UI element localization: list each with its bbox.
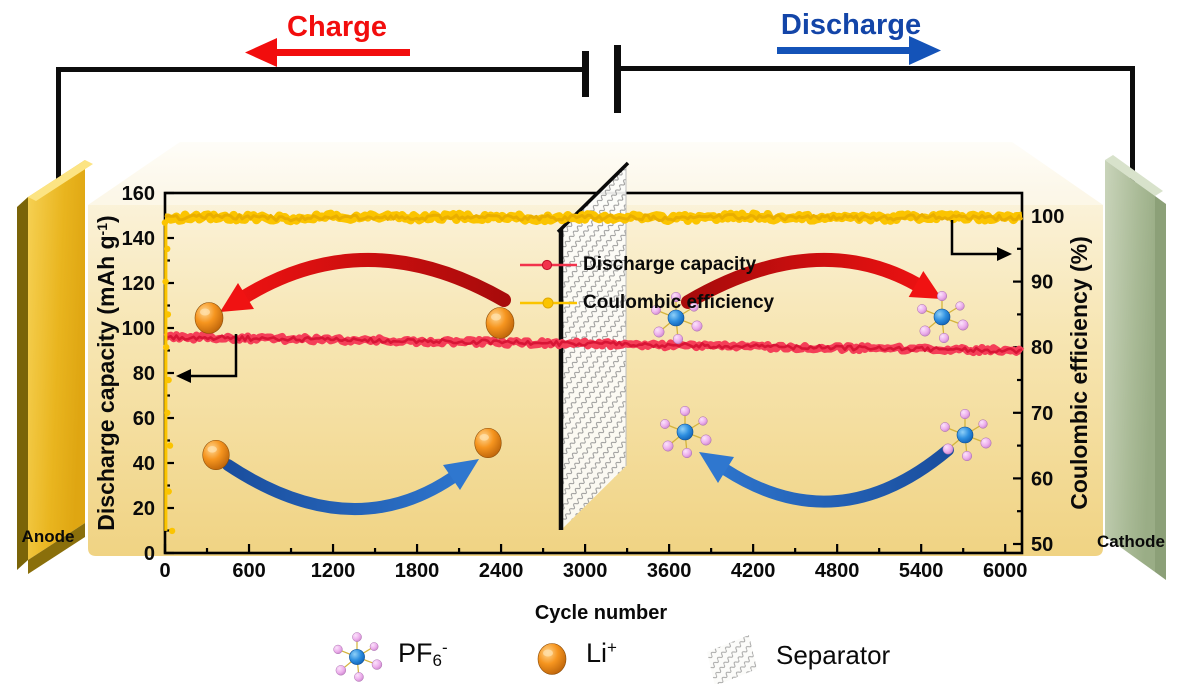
y-left-tick-label: 140 xyxy=(122,228,155,250)
legend-item-discharge-capacity: Discharge capacity xyxy=(583,254,757,275)
chart-series-layer: 0 600 1200 1800 2400 3000 3600 4200 4800 5400 6000… xyxy=(122,183,1065,582)
charge-li-arrow xyxy=(239,253,511,307)
left-axis-title: Discharge capacity (mAh g-1) xyxy=(93,173,121,573)
li-charge: + xyxy=(607,638,617,657)
discharge-arrow-icon xyxy=(777,36,941,65)
y-left-tick-label: 0 xyxy=(144,543,155,565)
discharge-pf6-arrow xyxy=(720,444,954,508)
x-tick-label: 1200 xyxy=(311,560,356,582)
ce-scatter-dot xyxy=(162,278,169,285)
li-legend-label: Li+ xyxy=(586,638,617,669)
x-axis-title: Cycle number xyxy=(534,602,668,624)
anode-label: Anode xyxy=(21,527,75,546)
y-left-tick-label: 80 xyxy=(133,363,155,385)
migration-arrows xyxy=(220,252,954,515)
discharge-capacity-marker xyxy=(541,259,553,271)
separator-legend-label: Separator xyxy=(776,640,891,670)
cathode-plate xyxy=(1105,155,1166,580)
x-tick-label: 4200 xyxy=(731,560,776,582)
x-tick-label: 0 xyxy=(159,560,170,582)
x-tick-label: 6000 xyxy=(983,560,1028,582)
li-ion xyxy=(202,439,230,471)
battery-long-plate xyxy=(614,45,621,113)
ce-scatter-dot xyxy=(168,527,176,535)
pf6-subscript: 6 xyxy=(432,651,442,670)
legend-item-coulombic-efficiency: Coulombic efficiency xyxy=(583,292,775,313)
li-ion xyxy=(194,302,224,334)
charge-pf6-arrow xyxy=(681,252,923,309)
discharge-label: Discharge xyxy=(780,9,922,41)
right-axis-title: Coulombic efficiency (%) xyxy=(1066,236,1092,510)
pf6-symbol: PF xyxy=(398,638,433,668)
x-tick-label: 5400 xyxy=(899,560,944,582)
ce-scatter-dot xyxy=(164,311,172,318)
bottom-legend-icons xyxy=(333,631,757,684)
y-right-tick-label: 60 xyxy=(1031,468,1053,490)
wire-right-horizontal xyxy=(619,66,1132,71)
x-tick-label: 1800 xyxy=(395,560,440,582)
ce-scatter-dot xyxy=(164,409,171,416)
x-tick-label: 3600 xyxy=(647,560,692,582)
separator-legend-icon xyxy=(707,635,757,684)
x-tick-label: 600 xyxy=(232,560,265,582)
pf6-legend-label: PF6- xyxy=(398,638,448,671)
y-left-tick-label: 100 xyxy=(122,318,155,340)
discharge-capacity-line-texture xyxy=(164,334,1023,355)
y-right-tick-label: 100 xyxy=(1031,206,1064,228)
y-right-tick-label: 50 xyxy=(1031,534,1053,556)
wire-left-horizontal xyxy=(56,67,584,72)
y-left-tick-label: 60 xyxy=(133,408,155,430)
wire-left-vertical xyxy=(56,67,61,188)
coulombic-efficiency-line-texture xyxy=(164,212,1024,223)
li-legend-icon xyxy=(537,643,567,675)
x-tick-label: 3000 xyxy=(563,560,608,582)
left-axis-title-sup: -1 xyxy=(94,222,110,236)
ce-scatter-dot xyxy=(164,245,171,252)
y-left-tick-label: 120 xyxy=(122,273,155,295)
chart-legend-markers xyxy=(520,259,577,309)
li-ion xyxy=(474,427,502,459)
pf6-legend-icon xyxy=(333,631,383,683)
battery-short-plate xyxy=(582,51,589,97)
x-tick-label: 2400 xyxy=(479,560,524,582)
li-symbol: Li xyxy=(586,638,608,668)
y-left-tick-label: 40 xyxy=(133,453,155,475)
pf6-charge: - xyxy=(441,638,448,657)
x-tick-label: 4800 xyxy=(815,560,860,582)
y-right-tick-label: 90 xyxy=(1031,272,1053,294)
cathode-label: Cathode xyxy=(1097,532,1165,551)
y-left-tick-label: 20 xyxy=(133,498,155,520)
direction-arrows xyxy=(245,36,941,67)
circuit xyxy=(56,45,1135,188)
axis-pointers xyxy=(176,220,1012,383)
ce-scatter-dot xyxy=(166,442,174,449)
right-axis-pointer xyxy=(950,220,998,256)
ce-scatter-dot xyxy=(161,219,169,226)
charge-arrow-icon xyxy=(245,38,410,67)
y-right-tick-label: 80 xyxy=(1031,337,1053,359)
ce-scatter-dot xyxy=(165,376,172,384)
ce-scatter-dot xyxy=(163,344,170,351)
left-axis-title-text: Discharge capacity (mAh g xyxy=(93,235,119,531)
y-left-tick-label: 160 xyxy=(122,183,155,205)
coulombic-efficiency-marker xyxy=(542,297,554,309)
charge-label: Charge xyxy=(287,11,387,43)
discharge-li-arrow xyxy=(222,459,458,515)
anode-plate xyxy=(17,160,93,574)
left-axis-pointer xyxy=(190,334,238,378)
wire-right-vertical xyxy=(1130,66,1135,187)
li-ion xyxy=(485,307,515,339)
left-axis-title-close: ) xyxy=(93,215,119,223)
ce-scatter-dot xyxy=(165,488,172,495)
electrolyte-box-top-face xyxy=(88,142,1103,205)
y-right-tick-label: 70 xyxy=(1031,403,1053,425)
